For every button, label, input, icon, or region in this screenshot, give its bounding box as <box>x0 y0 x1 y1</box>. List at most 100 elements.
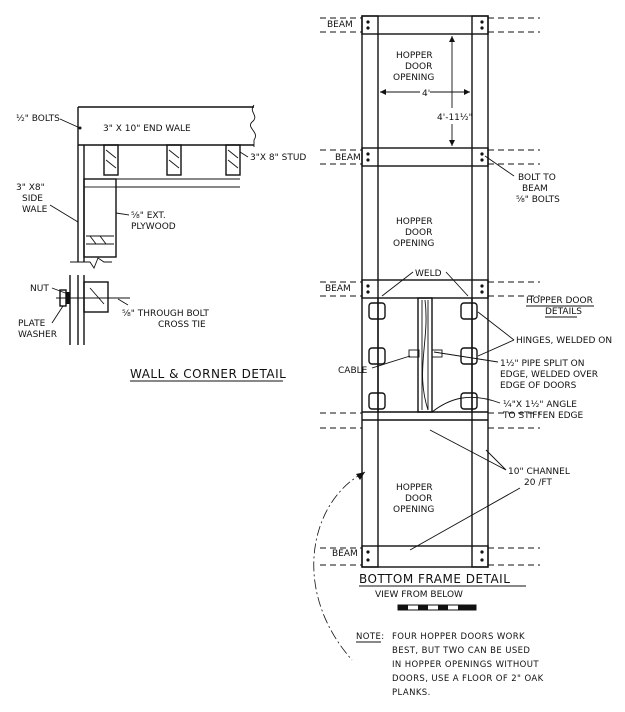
studs <box>103 144 241 176</box>
opening-label: OPENING <box>393 73 434 83</box>
hopper-opening-2: HOPPER DOOR OPENING <box>393 217 434 249</box>
lower-wale-grain <box>86 287 106 305</box>
opening-label: OPENING <box>393 505 434 515</box>
pipe-leader <box>433 351 499 363</box>
beam-bolts <box>366 20 484 562</box>
beam-2 <box>361 147 489 167</box>
side-wale-grain <box>86 235 114 245</box>
beam-label: BEAM <box>332 549 358 559</box>
end-wale-label: 3" X 10" END WALE <box>103 124 191 134</box>
channel-leader-bottom <box>409 487 521 551</box>
opening-label: HOPPER <box>396 483 433 493</box>
side-wale-label-2: SIDE <box>22 194 43 204</box>
note-block: NOTE: FOUR HOPPER DOORS WORK BEST, BUT T… <box>356 632 543 698</box>
note-line: BEST, BUT TWO CAN BE USED <box>392 646 530 656</box>
nut-label: NUT <box>30 284 49 294</box>
beam-top <box>361 15 489 35</box>
through-bolt-leader <box>117 298 129 306</box>
door-edge-channel <box>362 411 488 421</box>
bolts-label: ½" BOLTS <box>16 114 60 124</box>
hopper-opening-3: HOPPER DOOR OPENING <box>393 483 434 515</box>
bolt-dot <box>78 126 82 130</box>
nut-leader <box>51 287 69 295</box>
bolt-to-beam-label: BEAM <box>522 184 548 194</box>
opening-label: OPENING <box>393 239 434 249</box>
latch-left <box>408 349 420 358</box>
door-channel-dash <box>320 412 540 429</box>
note-curve-arrow <box>356 472 365 480</box>
side-wale-top-block <box>83 178 117 188</box>
stud <box>166 144 182 176</box>
break-line <box>70 257 112 269</box>
cable-label: CABLE <box>338 366 368 376</box>
bolt-to-beam-label: BOLT TO <box>518 173 556 183</box>
side-wale-label-3: WALE <box>22 205 48 215</box>
beam-2-dash <box>320 149 540 165</box>
pipe-label: 1½" PIPE SPLIT ON <box>500 359 585 369</box>
stud-label: 3"X 8" STUD <box>250 153 306 163</box>
channel-label: 20 /FT <box>524 478 552 488</box>
hinge <box>460 347 478 365</box>
latch-right <box>431 349 443 358</box>
plywood-label-1: ⅝" EXT. <box>131 211 166 221</box>
scale-bar <box>397 604 477 611</box>
beam-3 <box>361 279 489 299</box>
channel-label: 10" CHANNEL <box>508 467 570 477</box>
angle-label: ¼"X 1½" ANGLE <box>503 400 577 410</box>
opening-label: DOOR <box>405 62 432 72</box>
hopper-opening-1: HOPPER DOOR OPENING 4' 4'-11½" <box>380 36 473 146</box>
hopper-door-details-label: HOPPER DOOR <box>526 296 593 306</box>
stud-grain <box>105 149 239 169</box>
side-wale <box>83 178 117 258</box>
stud <box>225 144 241 176</box>
lower-wale-face <box>69 275 85 345</box>
weld-leaders <box>381 271 469 297</box>
bolts-leader <box>59 118 81 129</box>
lower-wale <box>83 281 109 313</box>
hopper-doors <box>368 297 478 413</box>
beam-label: BEAM <box>325 284 351 294</box>
door-frame <box>377 298 473 412</box>
stud-leader <box>239 151 249 158</box>
hinge <box>368 302 386 320</box>
bottom-frame-title: BOTTOM FRAME DETAIL <box>359 572 510 586</box>
beam-top-dash <box>320 17 540 33</box>
cable-line <box>422 299 429 411</box>
hinge <box>460 392 478 410</box>
bolt-to-beam-label: ⅝" BOLTS <box>516 195 560 205</box>
opening-label: DOOR <box>405 494 432 504</box>
beam-3-dash <box>320 281 540 297</box>
opening-label: HOPPER <box>396 217 433 227</box>
side-wale-face <box>77 145 85 262</box>
note-line: IN HOPPER OPENINGS WITHOUT <box>392 660 539 670</box>
pipe-label: EDGE OF DOORS <box>500 381 577 391</box>
note-line: PLANKS. <box>392 688 431 698</box>
hinges-label: HINGES, WELDED ON <box>516 336 612 346</box>
weld-label: WELD <box>415 269 442 279</box>
wall-detail-title: WALL & CORNER DETAIL <box>130 367 286 381</box>
split-pipe-lines <box>421 300 429 410</box>
beam-bottom <box>361 545 489 568</box>
note-curve-leader <box>313 471 366 661</box>
wall-corner-detail: 3" X 10" END WALE 3"X 8" STUD ½" BOLTS 3… <box>16 104 306 382</box>
end-wale-break <box>250 104 256 147</box>
opening-label: HOPPER <box>396 51 433 61</box>
bolt-to-beam-leader <box>484 155 515 177</box>
beam-bottom-dash <box>320 547 540 566</box>
plywood-leader <box>115 212 130 216</box>
through-bolt-label-2: CROSS TIE <box>158 320 206 330</box>
angle-leader <box>431 396 501 413</box>
hopper-door-details-underline <box>526 305 594 318</box>
plywood-label-2: PLYWOOD <box>131 222 176 232</box>
left-channel <box>361 15 379 568</box>
side-wale-label-1: 3" X8" <box>16 183 45 193</box>
hinge <box>368 392 386 410</box>
plate-washer-label-2: WASHER <box>18 330 57 340</box>
channel-leaders <box>429 429 507 471</box>
note-heading: NOTE: <box>356 632 384 642</box>
bottom-frame-detail: BEAM BEAM BEAM BEAM HOPPER DOOR OPENING … <box>313 15 612 661</box>
note-line: FOUR HOPPER DOORS WORK <box>392 632 525 642</box>
plywood-edge <box>116 178 240 188</box>
side-wale-leader <box>49 204 79 223</box>
